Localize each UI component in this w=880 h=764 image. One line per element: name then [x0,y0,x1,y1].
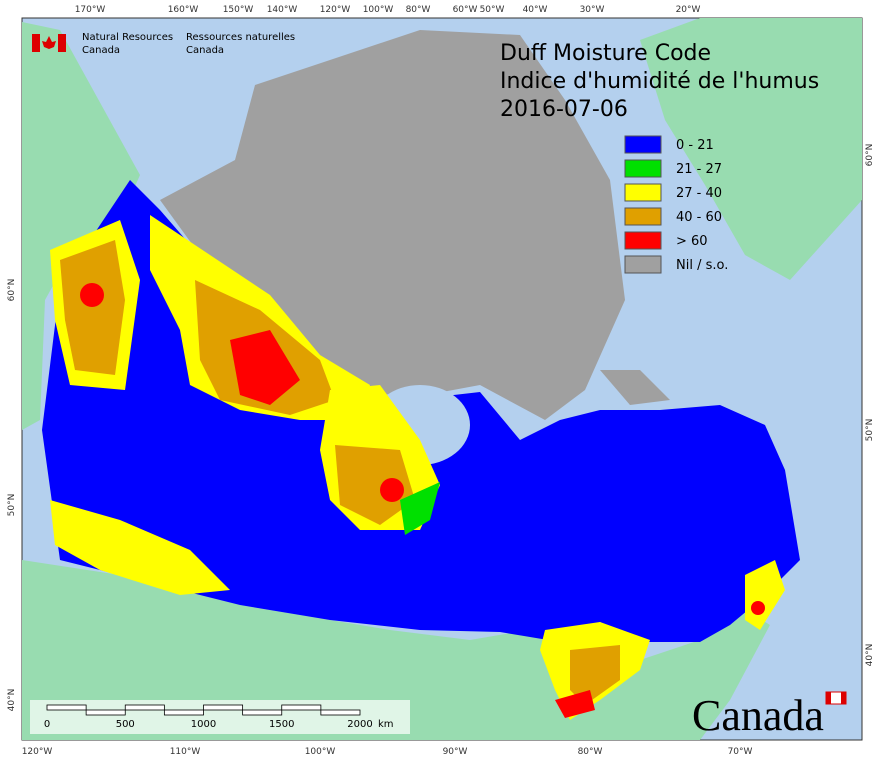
title: Indice d'humidité de l'humus [500,69,819,94]
map-frame [21,17,863,741]
longitude-label: 90°W [443,747,468,757]
zone-21-27 [400,482,440,535]
latitude-label: 40°N [7,689,17,712]
agency-signature: Natural Resources Canada Ressources natu… [32,32,295,56]
scale-segment [242,709,283,716]
zone-40-60 [335,445,415,525]
legend-swatch [624,183,662,202]
title-date: 2016-07-06 [500,97,628,122]
zone-40-60 [570,645,620,705]
legend-label: 40 - 60 [676,210,722,225]
longitude-label: 20°W [676,5,701,15]
scale-segment [320,709,361,716]
scale-label: 1000 [191,719,216,730]
greenland [640,18,862,280]
flag-bar [841,692,846,704]
legend-label: 27 - 40 [676,186,722,201]
latitude-label: 50°N [7,494,17,517]
agency-en: Natural Resources [82,32,173,43]
agency-en: Canada [82,45,120,56]
scale-segment [163,709,204,716]
agency-fr: Ressources naturelles [186,32,295,43]
legend-swatch [624,207,662,226]
longitude-label: 120°W [320,5,351,15]
scale-segment [124,704,165,711]
longitude-label: 160°W [168,5,199,15]
longitude-label: 110°W [170,747,201,757]
zone-over-60 [230,330,300,405]
legend-swatch [624,135,662,154]
longitude-label: 40°W [523,5,548,15]
longitude-label: 100°W [305,747,336,757]
scale-segment [203,704,244,711]
longitude-label: 50°W [480,5,505,15]
longitude-label: 80°W [406,5,431,15]
longitude-label: 70°W [728,747,753,757]
longitude-label: 120°W [22,747,53,757]
agency-fr: Canada [186,45,224,56]
zone-27-40 [50,500,230,595]
latitude-label: 40°N [865,644,875,667]
latitude-label: 60°N [7,279,17,302]
longitude-label: 100°W [363,5,394,15]
zone-over-60 [751,601,765,615]
legend-swatch [624,231,662,250]
zone-over-60 [555,690,595,718]
graticule-labels: 170°W 160°W 150°W 140°W 120°W 100°W 80°W 60°W 50… [7,5,875,757]
longitude-label: 150°W [223,5,254,15]
longitude-label: 30°W [580,5,605,15]
scale-label: 500 [116,719,135,730]
flag-bar [32,34,40,52]
longitude-label: 140°W [267,5,298,15]
moderate-zones [50,215,785,720]
longitude-label: 60°W [453,5,478,15]
zone-over-60 [380,478,404,502]
scale-label: 0 [44,719,50,730]
scale-segment [46,704,87,711]
legend-label: Nil / s.o. [676,258,728,273]
legend-swatch [624,255,662,274]
legend-label: 0 - 21 [676,138,714,153]
scale-bar: 0 500 1000 1500 2000 km [30,700,410,734]
latitude-label: 60°N [865,144,875,167]
alaska [22,22,140,430]
zone-over-60 [80,283,104,307]
longitude-label: 80°W [578,747,603,757]
flag-bar [826,692,831,704]
scale-label: 1500 [269,719,294,730]
legend-label: > 60 [676,234,708,249]
legend: 0 - 21 21 - 27 27 - 40 40 - 60 > 60 Nil / s.o… [624,135,728,274]
scale-segment [85,709,126,716]
longitude-label: 170°W [75,5,106,15]
scale-segment [281,704,322,711]
labrador-no-data [600,370,670,405]
maple-leaf [42,36,56,49]
wordmark: Canada [692,691,847,740]
legend-swatch [624,159,662,178]
latitude-label: 50°N [865,419,875,442]
legend-label: 21 - 27 [676,162,722,177]
flag-bar [58,34,66,52]
title: Duff Moisture Code [500,41,711,66]
scale-unit: km [378,719,394,730]
canada-wordmark: Canada [692,691,824,740]
zone-40-60 [60,240,125,375]
scale-label: 2000 [347,719,372,730]
arctic-no-data [160,30,625,420]
